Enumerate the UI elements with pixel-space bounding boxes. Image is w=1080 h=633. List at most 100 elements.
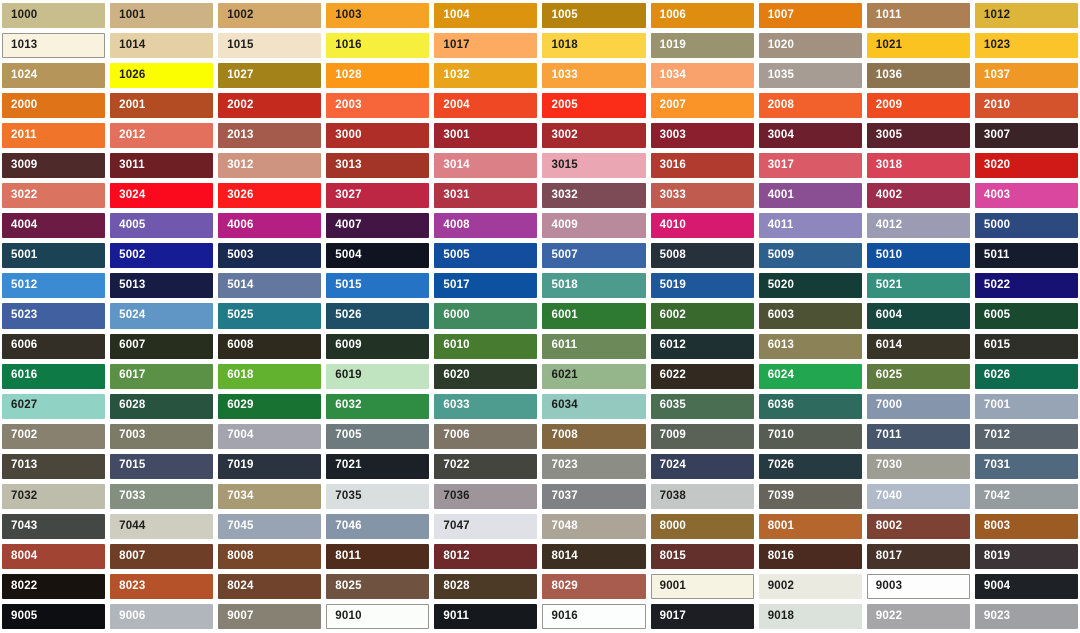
color-swatch-1023[interactable]: 1023 [974, 33, 1078, 59]
color-swatch-3000[interactable]: 3000 [326, 123, 430, 149]
color-swatch-9006[interactable]: 9006 [110, 603, 214, 629]
color-swatch-2007[interactable]: 2007 [650, 93, 754, 119]
color-swatch-3011[interactable]: 3011 [110, 153, 214, 179]
color-swatch-2010[interactable]: 2010 [974, 93, 1078, 119]
color-swatch-5008[interactable]: 5008 [650, 243, 754, 269]
color-swatch-3004[interactable]: 3004 [758, 123, 862, 149]
color-swatch-7022[interactable]: 7022 [434, 453, 538, 479]
color-swatch-7011[interactable]: 7011 [866, 423, 970, 449]
color-swatch-5011[interactable]: 5011 [974, 243, 1078, 269]
color-swatch-9005[interactable]: 9005 [2, 603, 106, 629]
color-swatch-1002[interactable]: 1002 [218, 3, 322, 29]
color-swatch-2009[interactable]: 2009 [866, 93, 970, 119]
color-swatch-2013[interactable]: 2013 [218, 123, 322, 149]
color-swatch-6001[interactable]: 6001 [542, 303, 646, 329]
color-swatch-2008[interactable]: 2008 [758, 93, 862, 119]
color-swatch-5012[interactable]: 5012 [2, 273, 106, 299]
color-swatch-5022[interactable]: 5022 [974, 273, 1078, 299]
color-swatch-7015[interactable]: 7015 [110, 453, 214, 479]
color-swatch-6033[interactable]: 6033 [434, 393, 538, 419]
color-swatch-6015[interactable]: 6015 [974, 333, 1078, 359]
color-swatch-1036[interactable]: 1036 [866, 63, 970, 89]
color-swatch-1019[interactable]: 1019 [650, 33, 754, 59]
color-swatch-7024[interactable]: 7024 [650, 453, 754, 479]
color-swatch-9023[interactable]: 9023 [974, 603, 1078, 629]
color-swatch-5015[interactable]: 5015 [326, 273, 430, 299]
color-swatch-8016[interactable]: 8016 [758, 543, 862, 569]
color-swatch-6016[interactable]: 6016 [2, 363, 106, 389]
color-swatch-4012[interactable]: 4012 [866, 213, 970, 239]
color-swatch-5002[interactable]: 5002 [110, 243, 214, 269]
color-swatch-1018[interactable]: 1018 [542, 33, 646, 59]
color-swatch-6010[interactable]: 6010 [434, 333, 538, 359]
color-swatch-7045[interactable]: 7045 [218, 513, 322, 539]
color-swatch-7040[interactable]: 7040 [866, 483, 970, 509]
color-swatch-8011[interactable]: 8011 [326, 543, 430, 569]
color-swatch-7030[interactable]: 7030 [866, 453, 970, 479]
color-swatch-8003[interactable]: 8003 [974, 513, 1078, 539]
color-swatch-1005[interactable]: 1005 [542, 3, 646, 29]
color-swatch-4010[interactable]: 4010 [650, 213, 754, 239]
color-swatch-7046[interactable]: 7046 [326, 513, 430, 539]
color-swatch-3013[interactable]: 3013 [326, 153, 430, 179]
color-swatch-3002[interactable]: 3002 [542, 123, 646, 149]
color-swatch-6021[interactable]: 6021 [542, 363, 646, 389]
color-swatch-8002[interactable]: 8002 [866, 513, 970, 539]
color-swatch-6020[interactable]: 6020 [434, 363, 538, 389]
color-swatch-9002[interactable]: 9002 [758, 573, 862, 599]
color-swatch-7013[interactable]: 7013 [2, 453, 106, 479]
color-swatch-7005[interactable]: 7005 [326, 423, 430, 449]
color-swatch-1033[interactable]: 1033 [542, 63, 646, 89]
color-swatch-6013[interactable]: 6013 [758, 333, 862, 359]
color-swatch-7008[interactable]: 7008 [542, 423, 646, 449]
color-swatch-9016[interactable]: 9016 [542, 603, 646, 629]
color-swatch-7043[interactable]: 7043 [2, 513, 106, 539]
color-swatch-7009[interactable]: 7009 [650, 423, 754, 449]
color-swatch-5009[interactable]: 5009 [758, 243, 862, 269]
color-swatch-7035[interactable]: 7035 [326, 483, 430, 509]
color-swatch-9003[interactable]: 9003 [866, 573, 970, 599]
color-swatch-6027[interactable]: 6027 [2, 393, 106, 419]
color-swatch-7038[interactable]: 7038 [650, 483, 754, 509]
color-swatch-1021[interactable]: 1021 [866, 33, 970, 59]
color-swatch-2000[interactable]: 2000 [2, 93, 106, 119]
color-swatch-6011[interactable]: 6011 [542, 333, 646, 359]
color-swatch-6007[interactable]: 6007 [110, 333, 214, 359]
color-swatch-9001[interactable]: 9001 [650, 573, 754, 599]
color-swatch-7019[interactable]: 7019 [218, 453, 322, 479]
color-swatch-3026[interactable]: 3026 [218, 183, 322, 209]
color-swatch-3012[interactable]: 3012 [218, 153, 322, 179]
color-swatch-1000[interactable]: 1000 [2, 3, 106, 29]
color-swatch-8001[interactable]: 8001 [758, 513, 862, 539]
color-swatch-6029[interactable]: 6029 [218, 393, 322, 419]
color-swatch-5021[interactable]: 5021 [866, 273, 970, 299]
color-swatch-1020[interactable]: 1020 [758, 33, 862, 59]
color-swatch-8019[interactable]: 8019 [974, 543, 1078, 569]
color-swatch-8023[interactable]: 8023 [110, 573, 214, 599]
color-swatch-5020[interactable]: 5020 [758, 273, 862, 299]
color-swatch-5024[interactable]: 5024 [110, 303, 214, 329]
color-swatch-8028[interactable]: 8028 [434, 573, 538, 599]
color-swatch-5007[interactable]: 5007 [542, 243, 646, 269]
color-swatch-6028[interactable]: 6028 [110, 393, 214, 419]
color-swatch-9010[interactable]: 9010 [326, 603, 430, 629]
color-swatch-6003[interactable]: 6003 [758, 303, 862, 329]
color-swatch-6019[interactable]: 6019 [326, 363, 430, 389]
color-swatch-1024[interactable]: 1024 [2, 63, 106, 89]
color-swatch-7021[interactable]: 7021 [326, 453, 430, 479]
color-swatch-1027[interactable]: 1027 [218, 63, 322, 89]
color-swatch-3014[interactable]: 3014 [434, 153, 538, 179]
color-swatch-6008[interactable]: 6008 [218, 333, 322, 359]
color-swatch-3027[interactable]: 3027 [326, 183, 430, 209]
color-swatch-3020[interactable]: 3020 [974, 153, 1078, 179]
color-swatch-8017[interactable]: 8017 [866, 543, 970, 569]
color-swatch-6017[interactable]: 6017 [110, 363, 214, 389]
color-swatch-8004[interactable]: 8004 [2, 543, 106, 569]
color-swatch-6014[interactable]: 6014 [866, 333, 970, 359]
color-swatch-7000[interactable]: 7000 [866, 393, 970, 419]
color-swatch-7033[interactable]: 7033 [110, 483, 214, 509]
color-swatch-7004[interactable]: 7004 [218, 423, 322, 449]
color-swatch-2002[interactable]: 2002 [218, 93, 322, 119]
color-swatch-7023[interactable]: 7023 [542, 453, 646, 479]
color-swatch-9007[interactable]: 9007 [218, 603, 322, 629]
